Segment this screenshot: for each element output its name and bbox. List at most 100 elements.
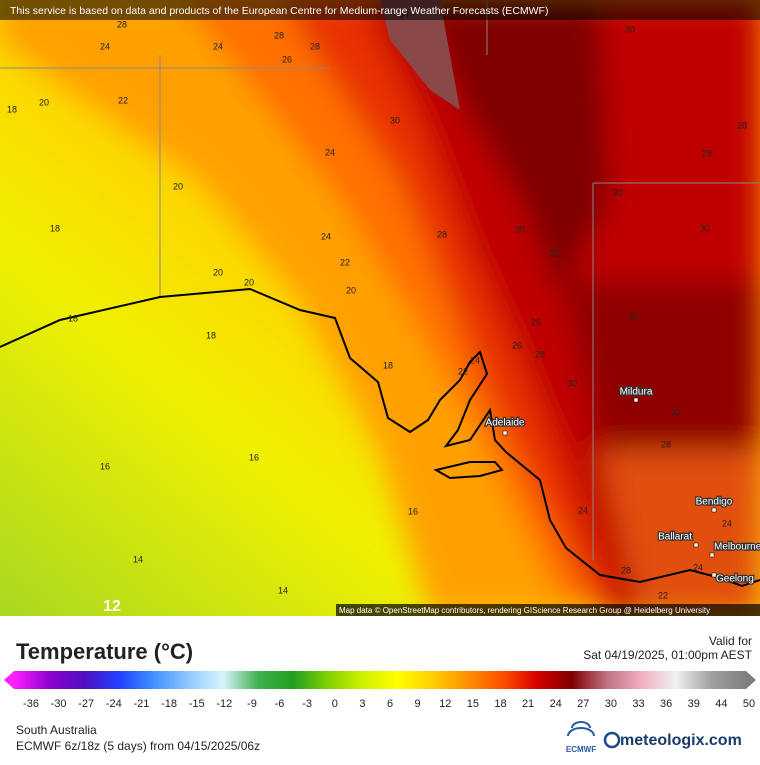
contour-label: 20 [173, 181, 183, 191]
contour-label: 30 [390, 115, 400, 125]
city-label: Ballarat [658, 532, 692, 543]
city-marker [711, 572, 717, 578]
colorbar-tick-label: 27 [577, 698, 589, 710]
city-marker [633, 397, 639, 403]
contour-label: 16 [100, 461, 110, 471]
colorbar-tick-label: -6 [275, 698, 285, 710]
colorbar-tick-label: -36 [23, 698, 39, 710]
contour-label: 28 [661, 439, 671, 449]
contour-label: 20 [244, 277, 254, 287]
colorbar-right-arrow [746, 671, 756, 689]
contour-label: 22 [118, 95, 128, 105]
contour-label: 28 [621, 565, 631, 575]
contour-label: 18 [7, 104, 17, 114]
colorbar-tick-label: 6 [387, 698, 393, 710]
contour-label: 24 [470, 355, 480, 365]
contour-label: 22 [658, 590, 668, 600]
contour-label: 18 [383, 360, 393, 370]
colorbar-tick-label: -30 [51, 698, 67, 710]
contour-label: 30 [700, 223, 710, 233]
ecmwf-logo: ECMWF [566, 745, 596, 754]
contour-label: 26 [282, 54, 292, 64]
city-label: Mildura [620, 387, 653, 398]
contour-label: 24 [100, 41, 110, 51]
colorbar-tick-label: 44 [715, 698, 727, 710]
colorbar-tick-label: 30 [605, 698, 617, 710]
colorbar-tick-label: -3 [302, 698, 312, 710]
colorbar-ramp [14, 671, 746, 689]
contour-label: 24 [321, 231, 331, 241]
contour-label: 18 [206, 330, 216, 340]
city-label: Geelong [716, 574, 754, 585]
contour-label: 14 [133, 554, 143, 564]
colorbar-tick-label: 15 [467, 698, 479, 710]
city-marker [693, 542, 699, 548]
legend-title: Temperature (°C) [16, 639, 193, 664]
contour-label: 16 [249, 452, 259, 462]
contour-label: 30 [567, 378, 577, 388]
contour-label: 18 [68, 313, 78, 323]
city-label: Bendigo [696, 497, 733, 508]
colorbar-tick-label: -18 [161, 698, 177, 710]
colorbar-tick-label: 12 [439, 698, 451, 710]
contour-label: 32 [671, 407, 681, 417]
contour-label: 28 [117, 19, 127, 29]
region: South Australia [16, 723, 97, 737]
contour-label: 22 [458, 366, 468, 376]
contour-label: 28 [274, 30, 284, 40]
attribution: Map data © OpenStreetMap contributors, r… [339, 606, 710, 615]
contour-label: 20 [346, 285, 356, 295]
meteologix-logo: meteologix.com [620, 732, 742, 749]
colorbar-left-arrow [4, 671, 14, 689]
colorbar-tick-label: 36 [660, 698, 672, 710]
colorbar-tick-label: 21 [522, 698, 534, 710]
model-run: ECMWF 6z/18z (5 days) from 04/15/2025/06… [16, 739, 260, 753]
contour-label: 12 [103, 598, 121, 615]
colorbar-tick-label: 33 [632, 698, 644, 710]
contour-label: 28 [437, 229, 447, 239]
contour-label: 28 [535, 349, 545, 359]
contour-label: 20 [213, 267, 223, 277]
contour-label: 22 [340, 257, 350, 267]
colorbar-tick-label: 0 [332, 698, 338, 710]
colorbar-tick-label: 18 [494, 698, 506, 710]
contour-label: 26 [531, 317, 541, 327]
contour-label: 28 [310, 41, 320, 51]
contour-label: 18 [50, 223, 60, 233]
colorbar-tick-label: -21 [134, 698, 150, 710]
colorbar-tick-label: -15 [189, 698, 205, 710]
colorbar-tick-label: -9 [247, 698, 257, 710]
colorbar-tick-label: 3 [359, 698, 365, 710]
contour-label: 14 [278, 585, 288, 595]
colorbar: -36 -30 -27 -24 -21 -18 -15 -12 -9 -6 -3 0 3 6 9 12 15 18… [4, 671, 756, 710]
contour-label: 30 [515, 224, 525, 234]
contour-label: 20 [39, 97, 49, 107]
colorbar-tick-label: -24 [106, 698, 122, 710]
city-marker [711, 507, 717, 513]
colorbar-tick-label: -12 [216, 698, 232, 710]
city-label: Melbourne [714, 542, 760, 553]
city-label: Adelaide [486, 418, 525, 429]
colorbar-tick-label: 50 [743, 698, 755, 710]
contour-label: 30 [628, 311, 638, 321]
contour-label: 24 [325, 147, 335, 157]
contour-label: 32 [550, 248, 560, 258]
contour-label: 24 [578, 505, 588, 515]
contour-label: 24 [722, 518, 732, 528]
contour-label: 24 [213, 41, 223, 51]
contour-label: 16 [408, 506, 418, 516]
contour-label: 26 [512, 340, 522, 350]
contour-label: 30 [625, 24, 635, 34]
colorbar-tick-label: 24 [550, 698, 562, 710]
city-marker [502, 430, 508, 436]
colorbar-tick-label: -27 [78, 698, 94, 710]
colorbar-tick-label: 39 [688, 698, 700, 710]
banner: This service is based on data and produc… [10, 5, 548, 17]
contour-label: 28 [737, 120, 747, 130]
valid-label: Valid for [709, 634, 752, 648]
valid-time: Sat 04/19/2025, 01:00pm AEST [583, 648, 752, 662]
city-marker [709, 552, 715, 558]
colorbar-tick-label: 9 [415, 698, 421, 710]
